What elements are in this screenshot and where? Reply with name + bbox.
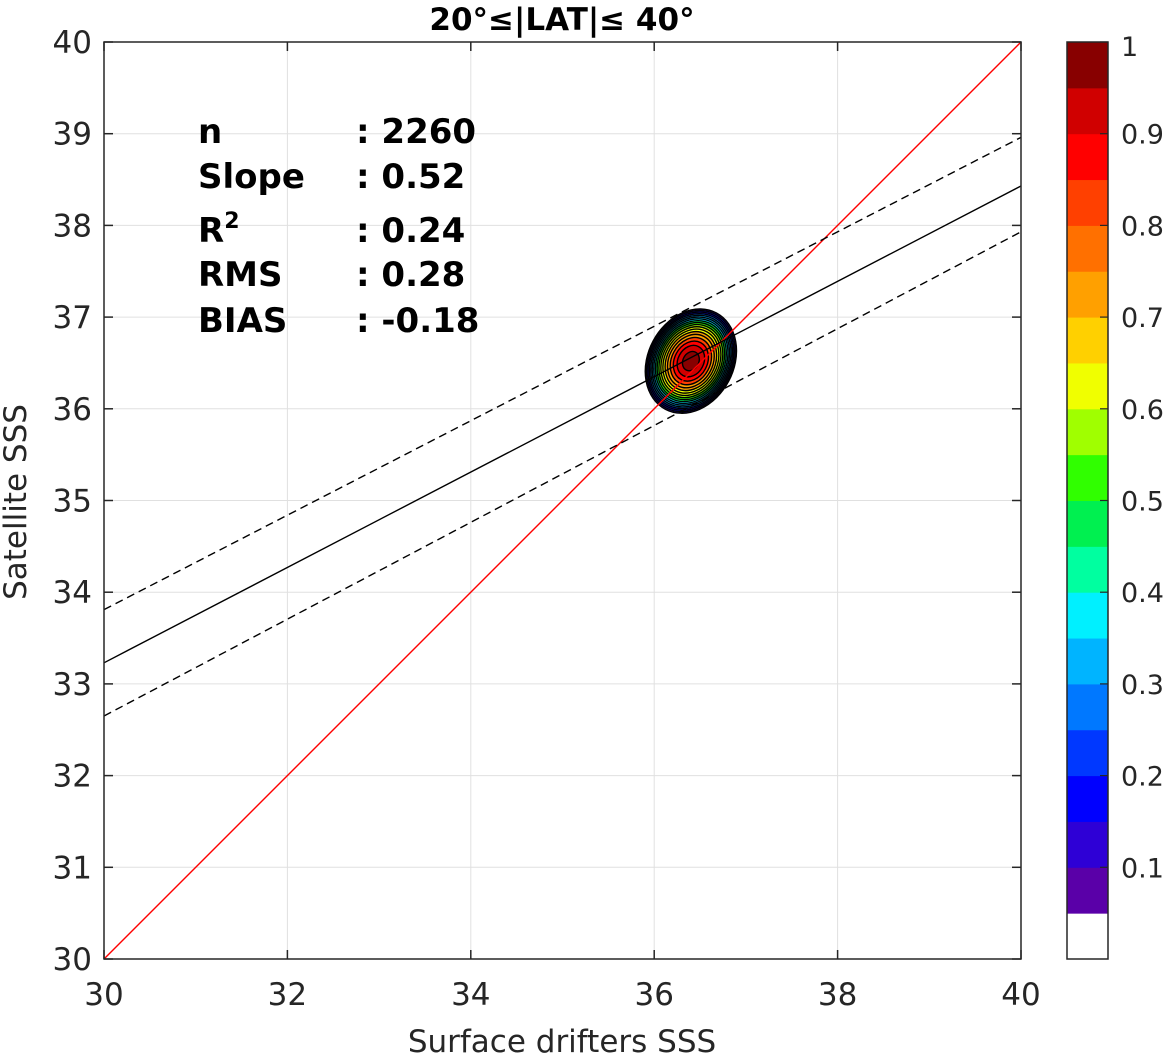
colorbar-segment [1067, 913, 1108, 960]
stat-value: : 0.24 [356, 211, 465, 251]
colorbar-segment [1067, 454, 1108, 501]
regression-plus-rms-line [103, 136, 1022, 611]
x-tick-label: 40 [1001, 977, 1040, 1013]
colorbar-segment [1067, 271, 1108, 318]
colorbar-segment [1067, 500, 1108, 547]
stat-value: : 0.52 [356, 157, 465, 197]
x-tick-label: 34 [451, 977, 490, 1013]
stat-label: RMS [198, 255, 283, 295]
stat-value: : -0.18 [356, 301, 479, 341]
y-tick-label: 30 [53, 942, 92, 978]
colorbar-tick-label: 0.5 [1121, 487, 1164, 518]
colorbar-segment [1067, 225, 1108, 272]
colorbar-tick-label: 1 [1121, 32, 1138, 63]
colorbar-tick-label: 0.9 [1121, 120, 1164, 151]
y-tick-label: 38 [53, 208, 92, 244]
stat-label: R2 [198, 209, 240, 251]
stat-value: : 2260 [356, 112, 476, 152]
colorbar-segment [1067, 592, 1108, 639]
colorbar-segment [1067, 42, 1108, 89]
colorbar-segment [1067, 546, 1108, 593]
colorbar-segment [1067, 729, 1108, 777]
colorbar-tick-label: 0.7 [1121, 303, 1164, 334]
one-to-one-line [103, 41, 1022, 960]
colorbar-segment [1067, 87, 1108, 135]
x-tick-label: 38 [818, 977, 857, 1013]
colorbar-segment [1067, 317, 1108, 364]
y-tick-label: 37 [53, 300, 92, 336]
y-tick-label: 31 [53, 850, 92, 886]
colorbar-segment [1067, 821, 1108, 868]
colorbar-segment [1067, 362, 1108, 410]
colorbar-tick-label: 0.6 [1121, 395, 1164, 426]
colorbar-tick-label: 0.2 [1121, 762, 1164, 793]
colorbar-tick-label: 0.4 [1121, 578, 1164, 609]
regression-line [103, 185, 1022, 664]
y-tick-label: 36 [53, 392, 92, 428]
stat-label: BIAS [198, 301, 287, 341]
colorbar-tick-label: 0.3 [1121, 670, 1164, 701]
x-axis-label: Surface drifters SSS [408, 1024, 716, 1055]
colorbar-segment [1067, 133, 1108, 181]
colorbar-segment [1067, 179, 1108, 226]
y-tick-label: 33 [53, 667, 92, 703]
y-tick-label: 32 [53, 759, 92, 795]
y-axis-label: Satellite SSS [0, 404, 34, 600]
axis-ticks: 30 32 34 36 38 40 30 31 32 33 34 35 36 37 38 39 40 [53, 25, 1041, 1013]
stat-label: Slope [198, 157, 305, 197]
colorbar-tick-label: 0.1 [1121, 853, 1164, 884]
density-contours [644, 308, 738, 414]
x-tick-label: 36 [634, 977, 673, 1013]
chart-title: 20°≤|LAT|≤ 40° [429, 2, 694, 38]
y-tick-label: 34 [53, 575, 92, 611]
colorbar-segment [1067, 638, 1108, 685]
regression-minus-rms-line [103, 231, 1022, 717]
y-tick-label: 35 [53, 484, 92, 520]
y-tick-label: 39 [53, 117, 92, 153]
colorbar: 0.1 0.2 0.3 0.4 0.5 0.6 0.7 0.8 0.9 1 [1066, 32, 1164, 960]
colorbar-segment [1067, 683, 1108, 731]
fit-lines [103, 41, 1022, 960]
stat-value: : 0.28 [356, 255, 465, 295]
y-tick-label: 40 [53, 25, 92, 61]
x-tick-label: 30 [84, 977, 123, 1013]
x-tick-label: 32 [268, 977, 307, 1013]
colorbar-tick-label: 0.8 [1121, 211, 1164, 242]
stats-box: n : 2260 Slope : 0.52 R2 : 0.24 RMS : 0.28 BIAS:… [198, 112, 479, 341]
colorbar-segment [1067, 775, 1108, 822]
colorbar-segment [1067, 408, 1108, 456]
stat-label: n [198, 112, 222, 152]
colorbar-segment [1067, 867, 1108, 914]
